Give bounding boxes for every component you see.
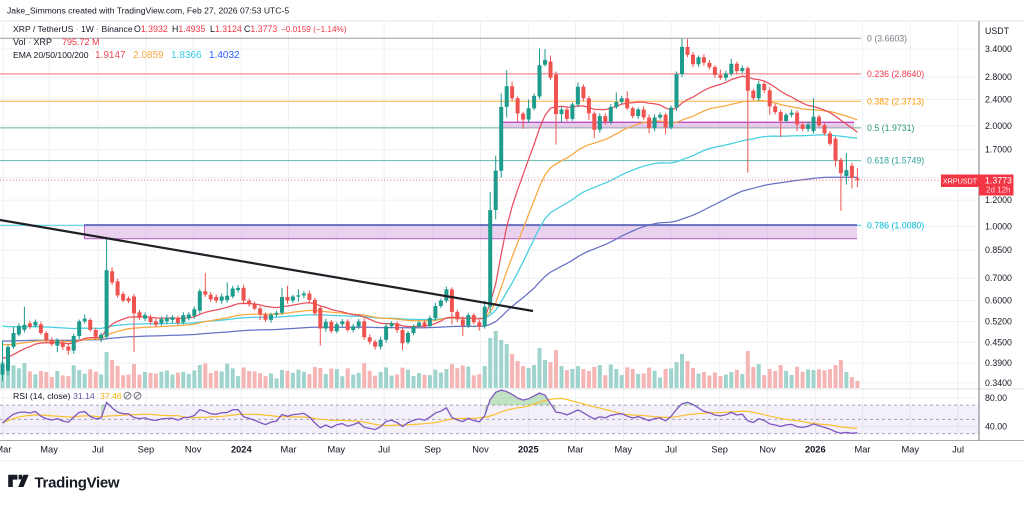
svg-text:1.4032: 1.4032 (209, 50, 240, 61)
svg-text:Mar: Mar (280, 445, 296, 455)
svg-text:2d 12h: 2d 12h (986, 186, 1010, 195)
svg-text:0.8500: 0.8500 (985, 245, 1012, 255)
svg-text:O1.3932: O1.3932 (134, 24, 168, 34)
svg-text:31.14: 31.14 (73, 391, 95, 401)
svg-text:XRP / TetherUS · 1W · Binance: XRP / TetherUS · 1W · Binance (13, 24, 133, 34)
svg-text:0.3900: 0.3900 (985, 358, 1012, 368)
svg-text:May: May (615, 445, 633, 455)
svg-text:1.2000: 1.2000 (985, 195, 1012, 205)
svg-text:2024: 2024 (231, 445, 253, 455)
svg-text:0 (3.6603): 0 (3.6603) (867, 33, 907, 43)
svg-text:80.00: 80.00 (985, 393, 1007, 403)
svg-text:H1.4935: H1.4935 (172, 24, 205, 34)
svg-text:RSI (14, close): RSI (14, close) (13, 391, 71, 401)
svg-text:Nov: Nov (472, 445, 489, 455)
svg-text:XRPUSDT: XRPUSDT (943, 176, 978, 185)
svg-text:40.00: 40.00 (985, 422, 1007, 432)
svg-text:0.5200: 0.5200 (985, 316, 1012, 326)
svg-text:Sep: Sep (711, 445, 728, 455)
svg-text:Sep: Sep (424, 445, 441, 455)
svg-text:2.8000: 2.8000 (985, 72, 1012, 82)
svg-text:C1.3773: C1.3773 (244, 24, 277, 34)
svg-text:USDT: USDT (985, 26, 1010, 36)
svg-text:May: May (902, 445, 920, 455)
svg-text:2.0859: 2.0859 (133, 50, 164, 61)
svg-text:Jake_Simmons created with Trad: Jake_Simmons created with TradingView.co… (7, 6, 289, 16)
svg-text:1.9147: 1.9147 (95, 50, 126, 61)
svg-text:L1.3124: L1.3124 (210, 24, 242, 34)
svg-text:37.46: 37.46 (100, 391, 122, 401)
svg-text:Jul: Jul (665, 445, 677, 455)
svg-text:Mar: Mar (854, 445, 870, 455)
svg-text:Nov: Nov (759, 445, 776, 455)
svg-text:1.7000: 1.7000 (985, 145, 1012, 155)
svg-text:3.4000: 3.4000 (985, 44, 1012, 54)
svg-text:0.3400: 0.3400 (985, 378, 1012, 388)
svg-text:0.6000: 0.6000 (985, 296, 1012, 306)
svg-text:1.3773: 1.3773 (985, 175, 1012, 185)
svg-text:795.72 M: 795.72 M (62, 37, 100, 47)
svg-text:0.618 (1.5749): 0.618 (1.5749) (867, 156, 924, 166)
svg-text:May: May (328, 445, 346, 455)
svg-text:0.7000: 0.7000 (985, 273, 1012, 283)
svg-text:EMA 20/50/100/200: EMA 20/50/100/200 (13, 50, 89, 60)
svg-text:1.0000: 1.0000 (985, 222, 1012, 232)
svg-text:0.382 (2.3713): 0.382 (2.3713) (867, 96, 924, 106)
svg-text:Mar: Mar (0, 445, 11, 455)
svg-text:Jul: Jul (92, 445, 104, 455)
svg-text:Vol · XRP: Vol · XRP (13, 37, 52, 47)
svg-text:2.4000: 2.4000 (985, 95, 1012, 105)
svg-text:Jul: Jul (378, 445, 390, 455)
svg-text:2025: 2025 (518, 445, 539, 455)
svg-text:Jul: Jul (952, 445, 964, 455)
svg-text:1.8366: 1.8366 (171, 50, 202, 61)
svg-text:2026: 2026 (805, 445, 826, 455)
svg-text:−0.0159 (−1.14%): −0.0159 (−1.14%) (281, 25, 347, 34)
svg-text:Nov: Nov (185, 445, 202, 455)
svg-text:2.0000: 2.0000 (985, 121, 1012, 131)
svg-text:Mar: Mar (567, 445, 583, 455)
svg-text:Sep: Sep (138, 445, 155, 455)
svg-text:0.786 (1.0080): 0.786 (1.0080) (867, 220, 924, 230)
svg-text:0.4500: 0.4500 (985, 337, 1012, 347)
svg-text:TradingView: TradingView (35, 475, 120, 492)
svg-text:0.236 (2.8640): 0.236 (2.8640) (867, 69, 924, 79)
svg-text:May: May (40, 445, 58, 455)
svg-text:0.5 (1.9731): 0.5 (1.9731) (867, 123, 915, 133)
